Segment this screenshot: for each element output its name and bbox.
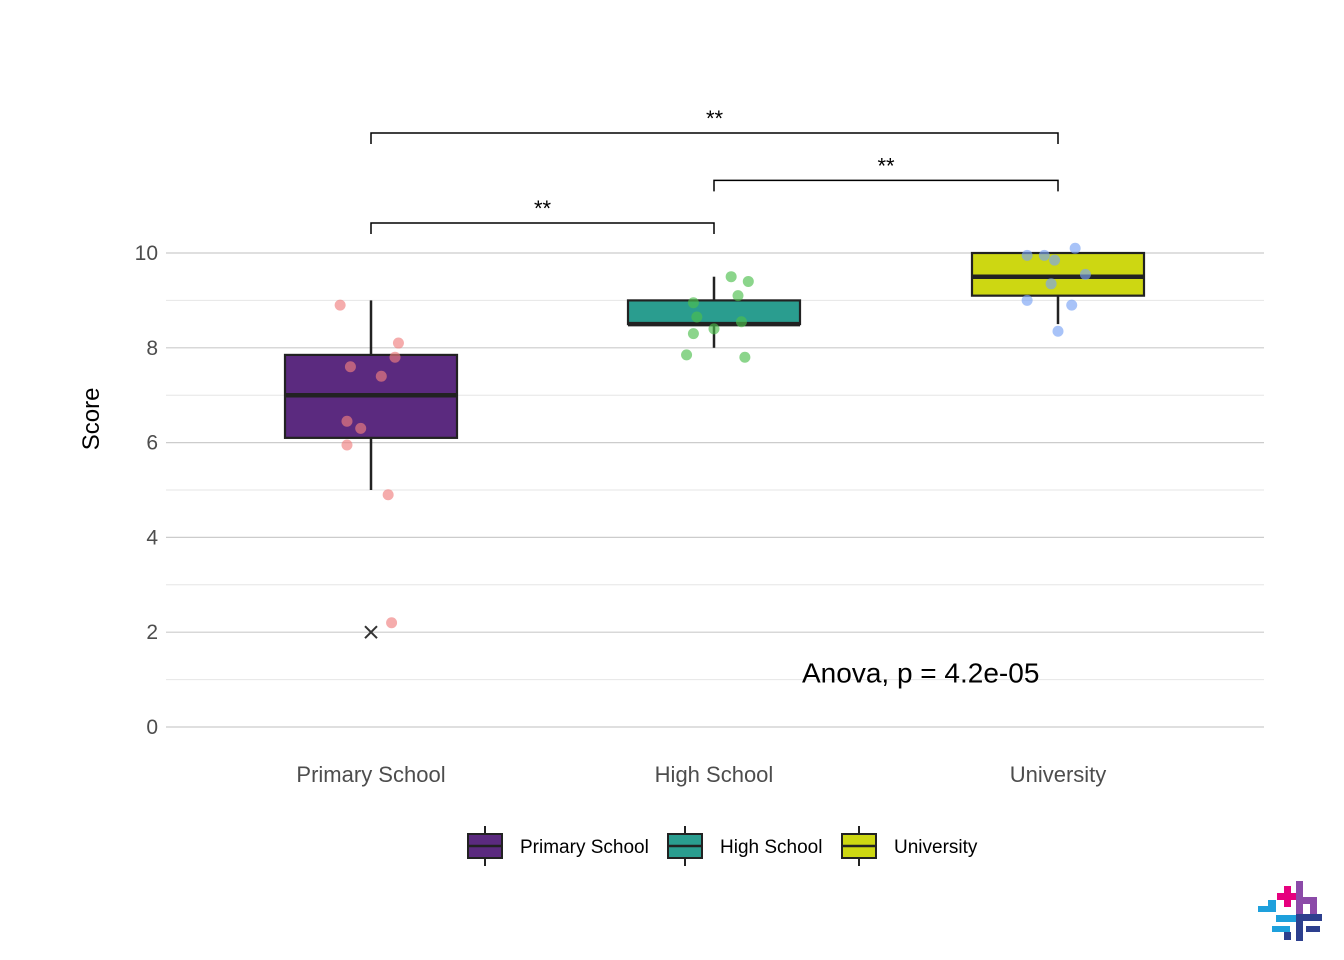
- comparison-bracket: **: [370, 196, 715, 235]
- major-gridlines: [166, 252, 1264, 728]
- logo-part: [1303, 897, 1317, 904]
- comparison-bracket: **: [713, 153, 1059, 192]
- logo-part: [1272, 926, 1290, 932]
- data-point: [1069, 242, 1081, 254]
- significance-label: **: [706, 106, 724, 131]
- data-point: [341, 415, 353, 427]
- legend-item-high-school: High School: [667, 826, 822, 866]
- data-point: [386, 617, 398, 629]
- significance-brackets: ** ** **: [370, 106, 1059, 235]
- data-point: [1049, 254, 1061, 266]
- data-point: [1052, 325, 1064, 337]
- data-point: [739, 351, 751, 363]
- legend-item-university: University: [841, 826, 978, 866]
- data-point: [341, 439, 353, 451]
- data-point: [382, 489, 394, 501]
- box-iqr: [626, 299, 802, 326]
- legend-label: University: [894, 837, 978, 858]
- legend-label: Primary School: [520, 837, 649, 858]
- boxes: [283, 251, 1146, 639]
- logo-part: [1296, 914, 1322, 921]
- data-point: [1038, 249, 1050, 261]
- data-point: [1021, 294, 1033, 306]
- significance-label: **: [534, 196, 552, 221]
- logo: [1258, 881, 1322, 941]
- logo-part: [1268, 900, 1276, 906]
- outlier-mark: [364, 625, 378, 639]
- data-point: [725, 271, 737, 283]
- data-point: [1021, 249, 1033, 261]
- data-point: [742, 275, 754, 287]
- data-point: [392, 337, 404, 349]
- data-point: [375, 370, 387, 382]
- data-point: [687, 297, 699, 309]
- logo-part: [1284, 932, 1291, 940]
- x-axis-ticks: Primary School High School University: [296, 762, 1106, 787]
- y-axis-label: Score: [78, 388, 105, 451]
- data-point: [344, 361, 356, 373]
- y-tick-label: 8: [146, 337, 158, 360]
- data-point: [1066, 299, 1078, 311]
- data-point: [732, 290, 744, 302]
- data-point: [735, 316, 747, 328]
- box-primary-school: [283, 300, 459, 639]
- y-tick-label: 4: [146, 526, 158, 549]
- data-point: [708, 323, 720, 335]
- comparison-bracket: **: [370, 106, 1059, 144]
- anova-annotation: Anova, p = 4.2e-05: [802, 657, 1039, 688]
- y-axis-ticks: 0 2 4 6 8 10: [135, 242, 159, 739]
- logo-part: [1306, 926, 1320, 932]
- bracket-line: [370, 132, 1059, 144]
- logo-part: [1284, 886, 1291, 907]
- y-tick-label: 2: [146, 621, 158, 644]
- data-point: [389, 351, 401, 363]
- x-tick-label: High School: [655, 762, 774, 787]
- logo-part: [1296, 881, 1303, 921]
- logo-part: [1258, 906, 1276, 912]
- box-university: [970, 251, 1146, 325]
- data-point: [681, 349, 693, 361]
- x-tick-label: Primary School: [296, 762, 445, 787]
- logo-part: [1310, 904, 1317, 914]
- x-tick-label: University: [1010, 762, 1107, 787]
- legend-item-primary-school: Primary School: [467, 826, 649, 866]
- data-point: [687, 328, 699, 340]
- significance-label: **: [877, 153, 895, 178]
- data-point: [691, 311, 703, 323]
- data-point: [1079, 268, 1091, 280]
- data-point: [355, 422, 367, 434]
- legend: Primary School High School University: [467, 826, 978, 866]
- data-point: [334, 299, 346, 311]
- logo-part: [1276, 915, 1296, 922]
- logo-part: [1296, 921, 1303, 941]
- box-high-school: [626, 276, 802, 348]
- y-tick-label: 6: [146, 432, 158, 455]
- legend-label: High School: [720, 837, 822, 858]
- y-tick-label: 10: [135, 242, 158, 265]
- y-tick-label: 0: [146, 716, 158, 739]
- data-point: [1045, 278, 1057, 290]
- bracket-line: [370, 222, 715, 235]
- bracket-line: [713, 179, 1059, 192]
- jitter-points: [334, 242, 1091, 629]
